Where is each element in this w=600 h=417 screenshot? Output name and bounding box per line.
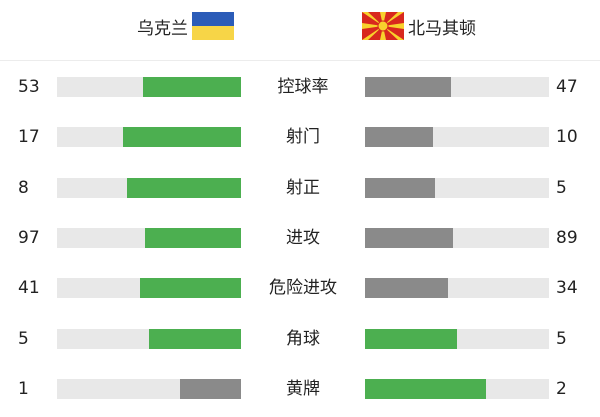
stat-row: 17 射门 10 (0, 126, 600, 148)
away-bar-track (365, 227, 549, 248)
stat-row: 8 射正 5 (0, 177, 600, 199)
away-value: 47 (556, 77, 578, 97)
home-bar-fill (126, 177, 241, 198)
home-team-name: 乌克兰 (137, 18, 188, 39)
away-bar-fill (365, 328, 457, 349)
away-value: 89 (556, 227, 578, 248)
stat-label: 射门 (286, 127, 320, 148)
away-bar-fill (365, 378, 487, 399)
stat-row: 41 危险进攻 34 (0, 277, 600, 299)
home-value: 53 (18, 77, 40, 97)
home-bar-track (57, 278, 241, 299)
away-bar-fill (365, 77, 452, 97)
away-bar-track (365, 177, 549, 198)
away-bar-track (365, 127, 549, 148)
stat-row: 97 进攻 89 (0, 227, 600, 249)
stat-row: 5 角球 5 (0, 328, 600, 350)
home-bar-track (57, 378, 241, 399)
home-bar-fill (180, 378, 241, 399)
stat-row: 53 控球率 47 (0, 76, 600, 98)
away-bar-track (365, 278, 549, 299)
stat-label: 射正 (286, 177, 320, 198)
stat-label: 黄牌 (286, 378, 320, 399)
stat-label: 危险进攻 (269, 278, 337, 299)
away-bar-fill (365, 278, 448, 299)
home-bar-fill (123, 127, 241, 148)
home-bar-track (57, 227, 241, 248)
home-team: 乌克兰 (137, 12, 234, 40)
home-value: 1 (18, 378, 29, 399)
away-team: 北马其顿 (362, 12, 476, 40)
away-value: 5 (556, 328, 567, 349)
away-bar-track (365, 77, 549, 97)
away-bar-fill (365, 177, 435, 198)
home-bar-track (57, 177, 241, 198)
home-bar-fill (143, 77, 241, 97)
home-bar-track (57, 328, 241, 349)
home-value: 8 (18, 177, 29, 198)
home-bar-track (57, 77, 241, 97)
ukraine-flag-icon (192, 12, 234, 40)
home-value: 17 (18, 127, 40, 148)
away-value: 10 (556, 127, 578, 148)
away-bar-fill (365, 227, 454, 248)
away-bar-track (365, 328, 549, 349)
away-bar-track (365, 378, 549, 399)
home-bar-fill (139, 278, 241, 299)
home-value: 41 (18, 278, 40, 299)
away-value: 34 (556, 278, 578, 299)
home-bar-track (57, 127, 241, 148)
away-value: 5 (556, 177, 567, 198)
home-value: 97 (18, 227, 40, 248)
stat-label: 角球 (286, 328, 320, 349)
away-team-name: 北马其顿 (408, 18, 476, 39)
stat-row: 1 黄牌 2 (0, 378, 600, 400)
home-bar-fill (149, 328, 241, 349)
home-bar-fill (145, 227, 241, 248)
away-value: 2 (556, 378, 567, 399)
home-value: 5 (18, 328, 29, 349)
stat-label: 控球率 (277, 77, 329, 97)
match-header: 乌克兰 北马其顿 (0, 0, 600, 61)
north-macedonia-flag-icon (362, 12, 404, 40)
away-bar-fill (365, 127, 434, 148)
stat-label: 进攻 (286, 227, 320, 248)
